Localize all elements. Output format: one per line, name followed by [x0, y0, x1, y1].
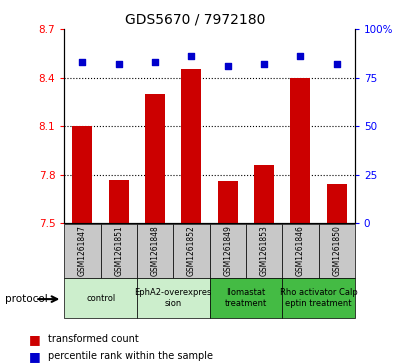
- Bar: [218, 181, 238, 223]
- Point: [225, 63, 231, 69]
- Point: [152, 59, 159, 65]
- Bar: [100, 224, 137, 278]
- Text: GSM1261847: GSM1261847: [78, 225, 87, 276]
- Point: [188, 53, 195, 59]
- Bar: [145, 94, 165, 223]
- Text: percentile rank within the sample: percentile rank within the sample: [48, 351, 213, 362]
- Bar: [282, 278, 355, 318]
- Text: EphA2-overexpres
sion: EphA2-overexpres sion: [134, 288, 212, 308]
- Bar: [173, 224, 210, 278]
- Point: [115, 61, 122, 67]
- Text: ■: ■: [29, 333, 41, 346]
- Text: protocol: protocol: [5, 294, 48, 305]
- Bar: [109, 180, 129, 223]
- Point: [333, 61, 340, 67]
- Bar: [290, 78, 310, 223]
- Bar: [137, 224, 173, 278]
- Text: GSM1261852: GSM1261852: [187, 225, 196, 276]
- Text: GSM1261846: GSM1261846: [296, 225, 305, 276]
- Text: ■: ■: [29, 350, 41, 363]
- Bar: [137, 278, 210, 318]
- Text: GSM1261851: GSM1261851: [114, 225, 123, 276]
- Point: [297, 53, 304, 59]
- Point: [79, 59, 86, 65]
- Bar: [64, 278, 137, 318]
- Text: GSM1261849: GSM1261849: [223, 225, 232, 276]
- Text: GSM1261850: GSM1261850: [332, 225, 341, 276]
- Bar: [210, 278, 282, 318]
- Bar: [327, 184, 347, 223]
- Point: [261, 61, 267, 67]
- Bar: [319, 224, 355, 278]
- Text: Ilomastat
treatment: Ilomastat treatment: [225, 288, 267, 308]
- Bar: [210, 224, 246, 278]
- Bar: [282, 224, 319, 278]
- Text: control: control: [86, 294, 115, 302]
- Bar: [254, 165, 274, 223]
- Text: GDS5670 / 7972180: GDS5670 / 7972180: [125, 13, 265, 27]
- Bar: [64, 224, 101, 278]
- Text: transformed count: transformed count: [48, 334, 139, 344]
- Text: GSM1261853: GSM1261853: [259, 225, 269, 276]
- Bar: [181, 69, 201, 223]
- Text: GSM1261848: GSM1261848: [151, 225, 160, 276]
- Bar: [246, 224, 282, 278]
- Text: Rho activator Calp
eptin treatment: Rho activator Calp eptin treatment: [280, 288, 357, 308]
- Bar: [73, 126, 93, 223]
